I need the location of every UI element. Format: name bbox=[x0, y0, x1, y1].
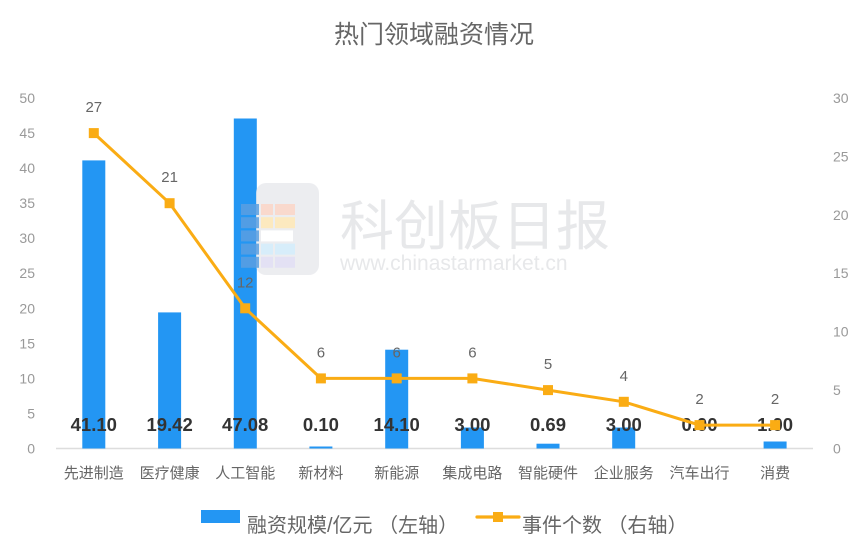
svg-text:6: 6 bbox=[317, 344, 325, 361]
svg-text:20: 20 bbox=[19, 300, 35, 316]
svg-text:科创板日报: 科创板日报 bbox=[340, 182, 610, 261]
svg-text:智能硬件: 智能硬件 bbox=[518, 464, 578, 482]
svg-text:集成电路: 集成电路 bbox=[442, 465, 502, 482]
svg-text:2: 2 bbox=[695, 391, 703, 408]
svg-text:20: 20 bbox=[833, 207, 849, 223]
svg-text:30: 30 bbox=[833, 90, 849, 106]
svg-text:30: 30 bbox=[19, 230, 35, 246]
svg-text:5: 5 bbox=[833, 382, 841, 398]
svg-text:10: 10 bbox=[19, 370, 35, 386]
svg-text:25: 25 bbox=[19, 265, 35, 281]
svg-text:40: 40 bbox=[19, 160, 35, 176]
svg-text:人工智能: 人工智能 bbox=[215, 464, 275, 482]
svg-text:热门领域融资情况: 热门领域融资情况 bbox=[334, 21, 534, 49]
svg-text:50: 50 bbox=[19, 90, 35, 106]
svg-text:21: 21 bbox=[161, 169, 178, 186]
svg-text:www.chinastarmarket.cn: www.chinastarmarket.cn bbox=[339, 252, 568, 275]
svg-text:6: 6 bbox=[468, 344, 476, 361]
svg-text:0: 0 bbox=[833, 441, 841, 457]
svg-text:19.42: 19.42 bbox=[146, 414, 192, 435]
svg-text:4: 4 bbox=[620, 368, 628, 385]
svg-text:3.00: 3.00 bbox=[454, 414, 490, 435]
svg-text:27: 27 bbox=[85, 99, 102, 116]
svg-text:10: 10 bbox=[833, 324, 849, 340]
svg-text:14.10: 14.10 bbox=[374, 414, 420, 435]
svg-text:医疗健康: 医疗健康 bbox=[140, 465, 200, 482]
svg-text:47.08: 47.08 bbox=[222, 414, 268, 435]
svg-text:消费: 消费 bbox=[760, 465, 790, 482]
svg-text:0: 0 bbox=[27, 441, 35, 457]
svg-text:6: 6 bbox=[393, 344, 401, 361]
svg-text:41.10: 41.10 bbox=[71, 414, 117, 435]
svg-text:企业服务: 企业服务 bbox=[594, 464, 654, 482]
svg-text:2: 2 bbox=[771, 391, 779, 408]
svg-text:3.00: 3.00 bbox=[606, 414, 642, 435]
svg-text:35: 35 bbox=[19, 195, 35, 211]
svg-text:0.69: 0.69 bbox=[530, 414, 566, 435]
svg-text:45: 45 bbox=[19, 125, 35, 141]
svg-text:新能源: 新能源 bbox=[374, 465, 419, 482]
svg-text:5: 5 bbox=[27, 405, 35, 421]
svg-text:15: 15 bbox=[833, 265, 849, 281]
svg-text:0.10: 0.10 bbox=[303, 414, 339, 435]
svg-text:先进制造: 先进制造 bbox=[64, 465, 124, 482]
svg-text:汽车出行: 汽车出行 bbox=[669, 465, 729, 482]
svg-text:15: 15 bbox=[19, 335, 35, 351]
svg-text:5: 5 bbox=[544, 356, 552, 373]
svg-text:25: 25 bbox=[833, 148, 849, 164]
svg-text:12: 12 bbox=[237, 274, 254, 291]
svg-text:新材料: 新材料 bbox=[298, 465, 343, 482]
